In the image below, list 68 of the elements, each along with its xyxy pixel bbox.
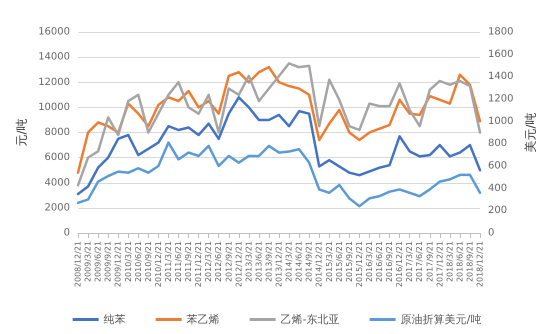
- legend-label: 乙烯-东北亚: [280, 313, 340, 326]
- y2-tick-label: 0: [488, 228, 494, 238]
- x-tick-label: 2010/6/21: [134, 241, 143, 282]
- x-tick-label: 2018/6/21: [455, 241, 464, 282]
- x-tick-label: 2012/3/21: [204, 241, 214, 282]
- x-tick-label: 2018/12/21: [476, 241, 484, 288]
- y2-tick-label: 1600: [488, 48, 514, 60]
- y-tick-label: 14000: [38, 52, 70, 63]
- line-series: [76, 141, 482, 208]
- x-tick-label: 2016/12/21: [395, 241, 404, 288]
- x-tick-label: 2011/9/21: [184, 241, 194, 282]
- y-axis-title: 元/吨: [14, 118, 28, 147]
- x-tick-label: 2009/3/21: [84, 241, 93, 282]
- x-tick-label: 2014/3/21: [284, 241, 294, 282]
- y-tick-label: 10000: [38, 102, 70, 113]
- x-tick-label: 2013/9/21: [264, 241, 274, 282]
- x-tick-label: 2015/9/21: [344, 241, 354, 282]
- x-tick-label: 2016/9/21: [385, 241, 394, 282]
- x-tick-label: 2016/3/21: [364, 241, 374, 282]
- line-series: [76, 96, 482, 196]
- x-tick-label: 2008/12/21: [74, 241, 82, 288]
- x-tick-label: 2015/3/21: [324, 241, 334, 282]
- x-tick-label: 2017/3/21: [405, 241, 414, 282]
- x-tick-label: 2011/6/21: [174, 241, 183, 282]
- x-tick-label: 2018/9/21: [465, 241, 474, 282]
- x-tick-label: 2016/6/21: [375, 241, 384, 282]
- y2-tick-label: 400: [488, 182, 508, 194]
- x-tick-label: 2015/6/21: [334, 241, 344, 282]
- y-tick-label: 2000: [44, 202, 70, 214]
- x-tick-label: 2009/6/21: [94, 241, 103, 282]
- x-tick-label: 2018/3/21: [445, 241, 454, 282]
- x-tick-label: 2012/9/21: [224, 241, 234, 282]
- y2-tick-label: 200: [488, 205, 508, 216]
- y2-tick-label: 1200: [488, 94, 514, 104]
- x-tick-label: 2014/12/21: [314, 241, 324, 288]
- x-tick-label: 2011/3/21: [164, 241, 173, 282]
- y-tick-label: 8000: [44, 127, 70, 138]
- x-tick-label: 2014/9/21: [304, 241, 314, 282]
- legend-label: 纯苯: [104, 313, 126, 326]
- x-tick-label: 2017/6/21: [415, 241, 424, 282]
- x-tick-label: 2009/9/21: [104, 241, 113, 282]
- x-tick-label: 2015/12/21: [354, 241, 364, 288]
- x-tick-label: 2010/9/21: [144, 241, 153, 282]
- x-tick-label: 2010/3/21: [124, 241, 133, 282]
- x-tick-label: 2010/12/21: [154, 241, 163, 288]
- x-tick-label: 2013/3/21: [244, 241, 254, 282]
- y-tick-label: 4000: [44, 177, 70, 188]
- y2-tick-label: 800: [488, 138, 508, 150]
- y2-tick-label: 600: [488, 160, 508, 172]
- y-tick-label: 12000: [38, 76, 70, 88]
- x-tick-label: 2012/12/21: [234, 241, 244, 288]
- y-tick-label: 6000: [44, 152, 70, 164]
- y2-tick-label: 1400: [488, 71, 514, 82]
- y2-tick-label: 1000: [488, 116, 514, 127]
- legend-label: 苯乙烯: [186, 313, 220, 326]
- x-tick-label: 2014/6/21: [294, 241, 304, 282]
- legend-label: 原油折算美元/吨: [400, 313, 482, 326]
- x-tick-label: 2013/12/21: [274, 241, 284, 288]
- x-tick-label: 2011/12/21: [194, 241, 204, 288]
- y2-tick-label: 1800: [488, 26, 514, 38]
- x-tick-label: 2009/12/21: [114, 241, 123, 288]
- x-tick-label: 2013/6/21: [254, 241, 264, 282]
- x-tick-label: 2017/12/21: [435, 241, 444, 288]
- x-tick-label: 2012/6/21: [214, 241, 224, 282]
- y-tick-label: 16000: [38, 26, 70, 38]
- y-tick-label: 0: [64, 228, 70, 238]
- x-tick-label: 2017/9/21: [425, 241, 434, 282]
- y2-axis-title: 美元/吨: [523, 112, 538, 153]
